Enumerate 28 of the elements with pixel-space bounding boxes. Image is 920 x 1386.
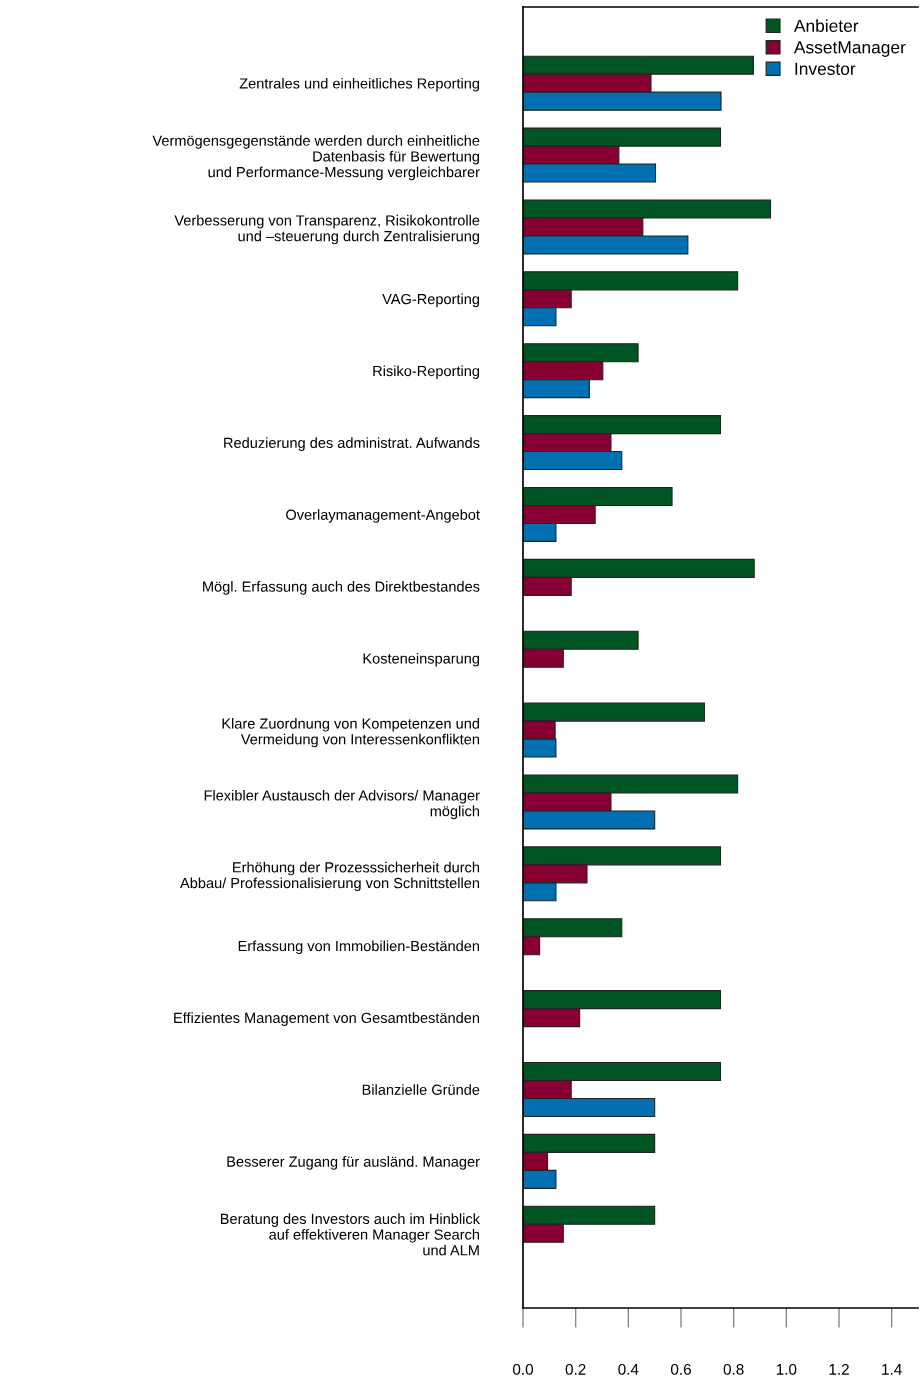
y-tick-label: Erfassung von Immobilien-Beständen [238, 940, 480, 955]
x-tick-label: 1.0 [776, 1363, 797, 1375]
y-tick-label: Vermögensgegenstände werden durch einheitliche Datenbasis für Bewertung und Performance-Messung vergleichbarer [152, 135, 480, 181]
y-tick-label: Beratung des Investors auch im Hinblick auf effektiveren Manager Search und ALM [220, 1213, 480, 1256]
legend-label: Anbieter [793, 19, 859, 32]
y-tick-label: Flexibler Austausch der Advisors/ Manager möglich [204, 789, 480, 820]
y-tick-label: Effizientes Management von Gesamtbeständen [174, 1012, 480, 1026]
x-tick-label: 0.6 [670, 1363, 691, 1375]
x-tick-label: 0.2 [565, 1363, 586, 1375]
y-tick-label: Mögl. Erfassung auch des Direktbestandes [203, 581, 480, 595]
x-tick-label: 1.4 [882, 1364, 902, 1375]
y-tick-label: Reduzierung des administrat. Aufwands [224, 437, 480, 451]
y-tick-label: Risiko-Reporting [373, 365, 480, 380]
x-tick-label: 0.0 [512, 1363, 534, 1375]
y-tick-label: Bilanzielle Gründe [362, 1084, 480, 1095]
y-tick-label: Erhöhung der Prozesssicherheit durch Abbau/ Professionalisierung von Schnittstellen [180, 861, 480, 892]
y-tick-label: Verbesserung von Transparenz, Risikokontrolle und –steuerung durch Zentralisierung [174, 214, 480, 245]
y-tick-label: Overlaymanagement-Angebot [286, 509, 480, 523]
y-tick-label: VAG-Reporting [382, 293, 480, 308]
legend-label: AssetManager [793, 41, 906, 57]
x-tick-label: 0.4 [618, 1363, 639, 1375]
y-tick-label: Zentrales und einheitliches Reporting [239, 77, 480, 92]
legend-label: Investor [795, 62, 856, 75]
y-tick-label: Kosteneinsparung [363, 652, 480, 667]
x-tick-label: 0.8 [723, 1363, 744, 1375]
y-tick-label: Klare Zuordnung von Kompetenzen und Vermeidung von Interessenkonflikten [222, 718, 480, 748]
x-tick-label: 1.2 [829, 1363, 849, 1375]
y-tick-label: Besserer Zugang für ausländ. Manager [227, 1156, 480, 1170]
